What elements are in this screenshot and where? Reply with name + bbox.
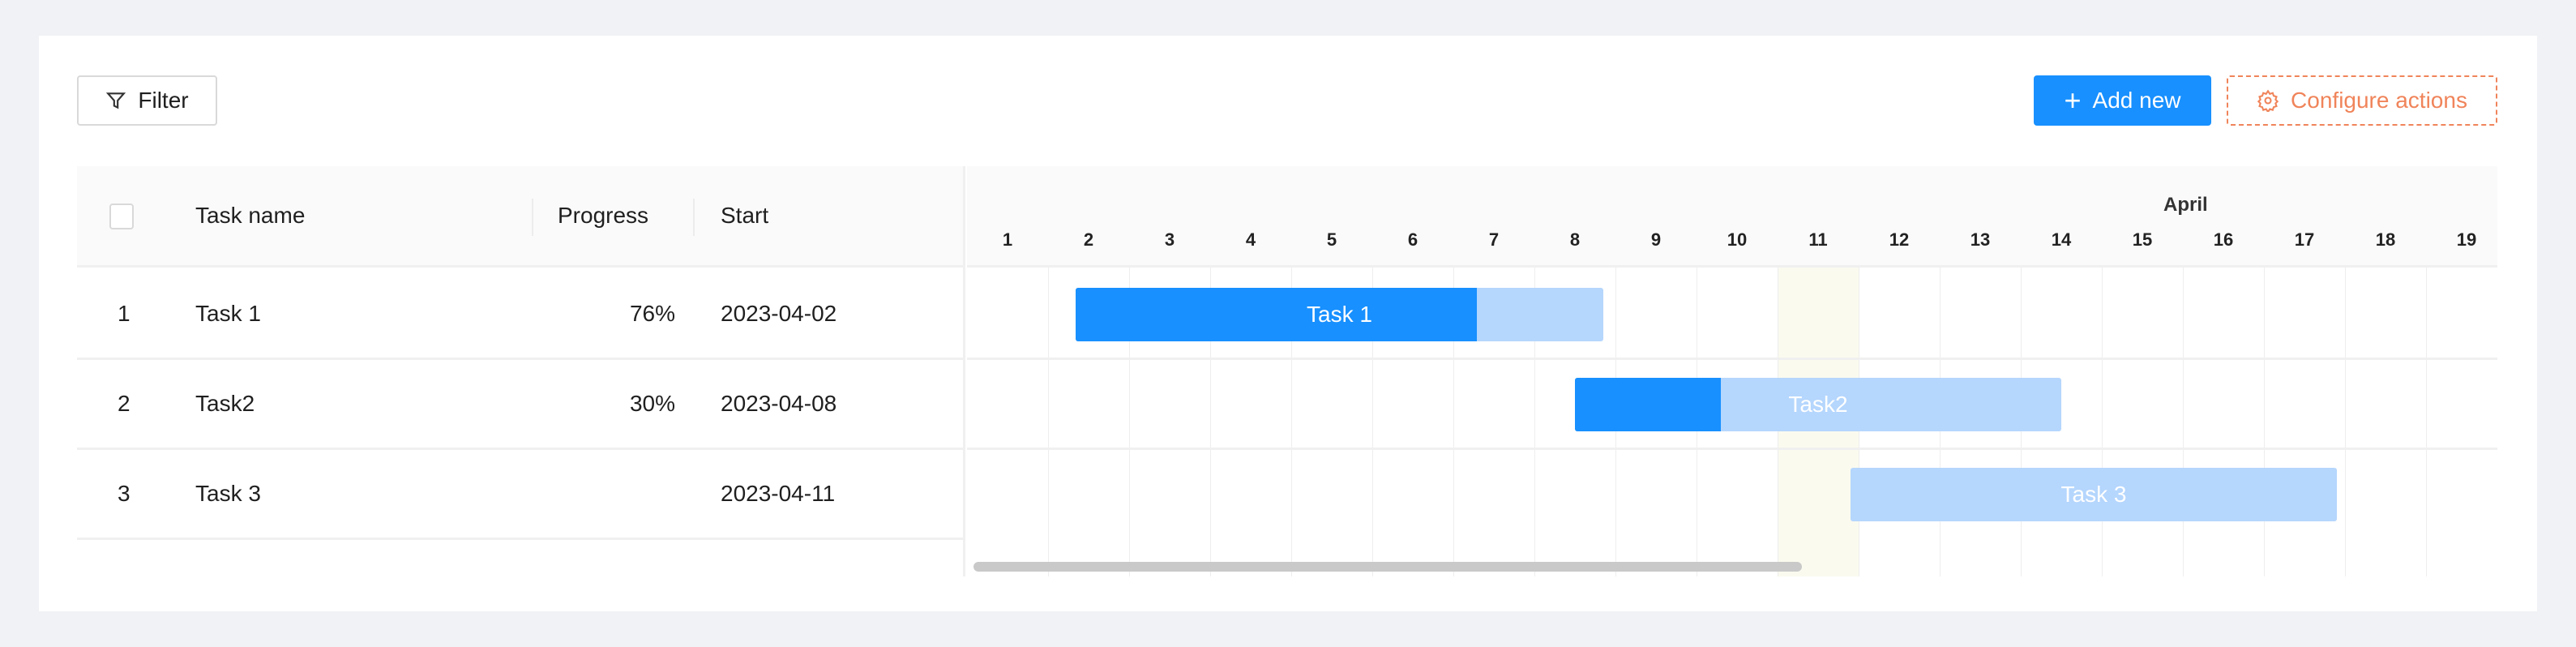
row-divider	[967, 448, 2497, 450]
column-resizer[interactable]	[532, 199, 533, 236]
select-all-checkbox[interactable]	[109, 204, 134, 229]
month-label: April	[2163, 194, 2208, 216]
column-task-name[interactable]: Task name	[195, 203, 306, 228]
day-label: 17	[2294, 229, 2315, 250]
day-label: 10	[1727, 229, 1748, 250]
table-row[interactable]: 1 Task 1 76% 2023-04-02	[77, 270, 963, 360]
task-name: Task 3	[195, 481, 261, 506]
day-label: 12	[1889, 229, 1910, 250]
day-gridline	[2345, 268, 2346, 576]
row-index: 1	[118, 301, 131, 326]
filter-label: Filter	[138, 88, 189, 113]
day-label: 8	[1569, 229, 1581, 250]
row-divider	[967, 358, 2497, 360]
day-label: 2	[1083, 229, 1094, 250]
day-label: 14	[2051, 229, 2072, 250]
task-bar[interactable]: Task 3	[1851, 468, 2337, 521]
day-label: 9	[1650, 229, 1662, 250]
day-label: 3	[1164, 229, 1175, 250]
timeline-header: April 1 2 3 4 5 6 7 8 9 10 11 12 13 14 15 16 17 18 19	[967, 166, 2497, 268]
day-label: 19	[2456, 229, 2477, 250]
day-gridline	[2102, 268, 2103, 576]
task-bar-label: Task 3	[2060, 482, 2127, 507]
task-table: Task name Progress Start 1 Task 1 76% 20…	[77, 166, 965, 576]
day-label: 7	[1488, 229, 1500, 250]
horizontal-scrollbar[interactable]	[973, 562, 1802, 572]
day-gridline	[2264, 268, 2265, 576]
configure-actions-label: Configure actions	[2291, 88, 2467, 113]
day-label: 4	[1245, 229, 1256, 250]
filter-icon	[106, 92, 126, 109]
row-index: 3	[118, 481, 131, 506]
filter-button[interactable]: Filter	[77, 75, 217, 126]
day-gridline	[1291, 268, 1292, 576]
table-header: Task name Progress Start	[77, 166, 963, 268]
day-label: 1	[1002, 229, 1013, 250]
day-label: 16	[2213, 229, 2234, 250]
task-start: 2023-04-11	[721, 481, 836, 506]
table-row[interactable]: 3 Task 3 2023-04-11	[77, 450, 963, 540]
gear-icon	[2257, 89, 2279, 112]
configure-actions-button[interactable]: Configure actions	[2227, 75, 2497, 126]
day-label: 5	[1326, 229, 1337, 250]
plus-icon: +	[2064, 84, 2082, 117]
column-resizer[interactable]	[693, 199, 695, 236]
column-progress[interactable]: Progress	[558, 203, 649, 228]
task-progress: 30%	[629, 391, 675, 416]
task-start: 2023-04-02	[721, 301, 837, 326]
gantt-timeline: April 1 2 3 4 5 6 7 8 9 10 11 12 13 14 15 16 17 18 19 Task…	[967, 166, 2497, 576]
gantt-card: Filter + Add new Configure actions Task …	[39, 36, 2537, 611]
table-row[interactable]: 2 Task2 30% 2023-04-08	[77, 360, 963, 450]
day-gridline	[2426, 268, 2427, 576]
task-start: 2023-04-08	[721, 391, 837, 416]
day-label: 18	[2375, 229, 2396, 250]
day-label: 13	[1970, 229, 1991, 250]
gantt-grid: Task name Progress Start 1 Task 1 76% 20…	[77, 166, 2497, 576]
day-gridline	[1372, 268, 1373, 576]
task-progress-fill	[1076, 288, 1477, 341]
task-progress	[563, 450, 675, 538]
task-bar-label: Task2	[1788, 392, 1848, 417]
day-label: 6	[1407, 229, 1419, 250]
add-new-label: Add new	[2092, 88, 2181, 113]
day-gridline	[1048, 268, 1049, 576]
task-name: Task2	[195, 391, 255, 416]
column-start[interactable]: Start	[721, 203, 769, 228]
task-progress: 76%	[629, 301, 675, 326]
task-name: Task 1	[195, 301, 261, 326]
day-gridline	[2183, 268, 2184, 576]
task-bar-label: Task 1	[1307, 302, 1372, 327]
day-gridline	[1129, 268, 1130, 576]
task-bar[interactable]: Task 1	[1076, 288, 1603, 341]
task-progress-fill	[1575, 378, 1721, 431]
day-gridline	[1534, 268, 1535, 576]
day-gridline	[1210, 268, 1211, 576]
day-label: 11	[1808, 229, 1828, 250]
task-bar[interactable]: Task2	[1575, 378, 2061, 431]
day-gridline	[1453, 268, 1454, 576]
add-new-button[interactable]: + Add new	[2034, 75, 2211, 126]
row-index: 2	[118, 391, 131, 416]
day-label: 15	[2132, 229, 2153, 250]
